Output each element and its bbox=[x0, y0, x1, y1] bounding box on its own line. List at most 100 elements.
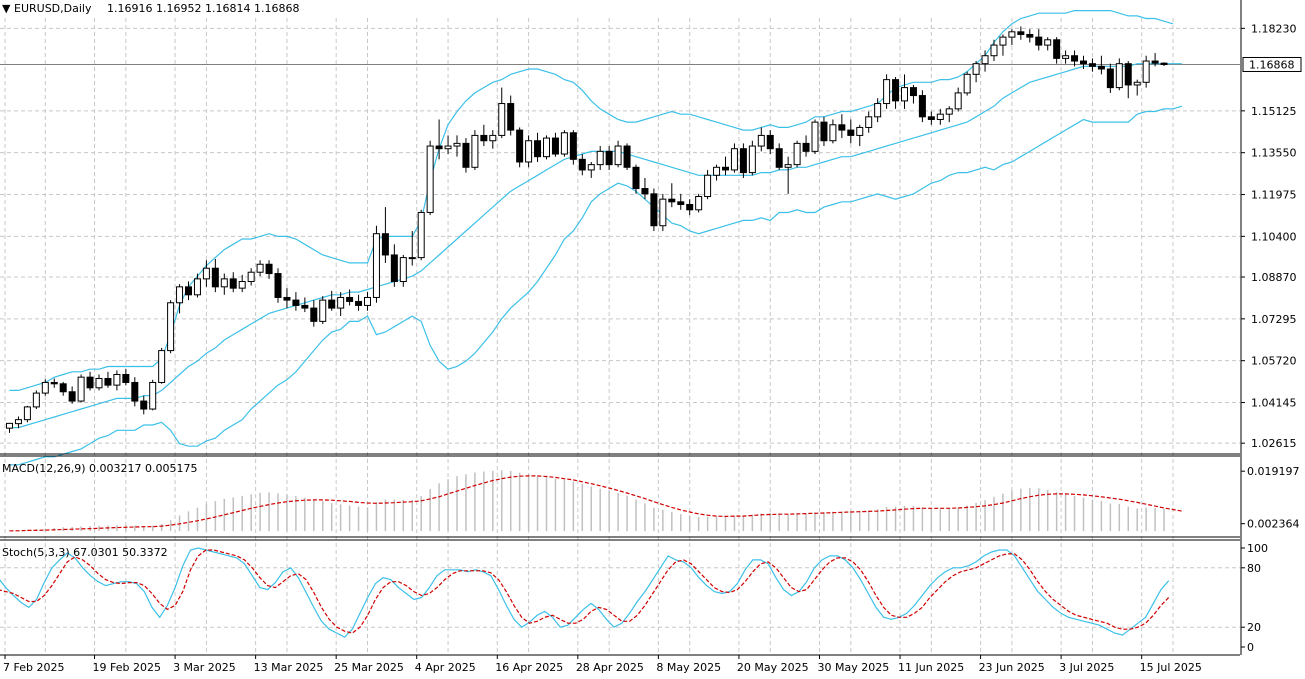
macd-pane[interactable] bbox=[8, 470, 1183, 532]
bear-candle bbox=[265, 263, 273, 275]
bull-candle bbox=[364, 296, 371, 306]
bear-candle bbox=[605, 150, 613, 166]
bear-candle bbox=[1097, 65, 1105, 70]
stoch-y-tick-label: 0 bbox=[1247, 641, 1254, 654]
bear-candle bbox=[766, 134, 774, 150]
bear-candle bbox=[820, 121, 828, 142]
stoch-signal-line bbox=[0, 549, 1170, 634]
y-tick-label: 1.18230 bbox=[1251, 22, 1297, 35]
bull-candle bbox=[972, 63, 980, 75]
bear-candle bbox=[722, 166, 729, 171]
y-tick-label: 1.02615 bbox=[1251, 437, 1297, 450]
bull-candle bbox=[220, 278, 228, 288]
bull-candle bbox=[41, 381, 49, 394]
bull-candle bbox=[202, 267, 210, 280]
y-tick-label: 1.13550 bbox=[1251, 147, 1297, 160]
bull-candle bbox=[32, 392, 40, 408]
bear-candle bbox=[1106, 68, 1114, 89]
bull-candle bbox=[444, 145, 452, 150]
x-tick-label: 3 Jul 2025 bbox=[1059, 661, 1114, 674]
y-tick-label: 1.04145 bbox=[1251, 397, 1297, 410]
macd-signal-line bbox=[9, 475, 1183, 532]
bear-candle bbox=[283, 296, 291, 301]
bear-candle bbox=[918, 95, 926, 118]
x-tick-label: 3 Mar 2025 bbox=[173, 661, 236, 674]
bull-candle bbox=[560, 132, 568, 155]
stoch-title: Stoch(5,3,3) 67.0301 50.3372 bbox=[2, 546, 168, 559]
bull-candle bbox=[614, 145, 622, 166]
bear-candle bbox=[211, 267, 219, 288]
bull-candle bbox=[543, 137, 550, 158]
price-pane[interactable] bbox=[6, 10, 1183, 466]
bull-candle bbox=[954, 92, 962, 110]
bear-candle bbox=[480, 134, 488, 142]
bear-candle bbox=[569, 132, 577, 160]
bull-candle bbox=[6, 422, 13, 429]
bear-candle bbox=[668, 198, 676, 203]
bear-candle bbox=[462, 142, 470, 168]
bull-candle bbox=[1115, 63, 1123, 89]
bear-candle bbox=[346, 296, 354, 302]
bear-candle bbox=[892, 79, 900, 102]
bear-candle bbox=[551, 137, 559, 155]
symbol-dropdown-icon[interactable]: ▼ bbox=[2, 2, 11, 15]
bull-candle bbox=[77, 376, 85, 402]
bull-candle bbox=[167, 302, 175, 352]
y-tick-label: 1.08870 bbox=[1251, 271, 1297, 284]
bear-candle bbox=[86, 376, 94, 389]
x-tick-label: 4 Apr 2025 bbox=[415, 661, 476, 674]
bull-candle bbox=[372, 233, 380, 298]
bear-candle bbox=[739, 148, 747, 174]
ohlc-values: 1.16916 1.16952 1.16814 1.16868 bbox=[107, 2, 299, 15]
bear-candle bbox=[131, 381, 139, 402]
bear-candle bbox=[140, 400, 148, 410]
bull-candle bbox=[23, 406, 31, 421]
bull-candle bbox=[498, 103, 506, 136]
bear-candle bbox=[328, 299, 336, 309]
stoch-y-tick-label: 20 bbox=[1247, 621, 1261, 634]
bull-candle bbox=[247, 271, 255, 283]
bear-candle bbox=[1071, 55, 1079, 62]
bear-candle bbox=[310, 307, 318, 322]
bull-candle bbox=[793, 142, 801, 166]
bear-candle bbox=[1088, 63, 1096, 67]
symbol-title[interactable]: EURUSD,Daily bbox=[14, 2, 92, 15]
bear-candle bbox=[1160, 62, 1168, 65]
bull-candle bbox=[999, 36, 1007, 46]
bear-candle bbox=[274, 273, 282, 298]
bear-candle bbox=[68, 391, 76, 402]
bear-candle bbox=[838, 124, 846, 131]
bull-candle bbox=[176, 286, 184, 304]
bull-candle bbox=[811, 121, 819, 152]
bear-candle bbox=[623, 145, 631, 168]
y-tick-label: 1.07295 bbox=[1251, 313, 1297, 326]
bull-candle bbox=[1044, 39, 1052, 46]
bull-candle bbox=[757, 134, 765, 147]
bull-candle bbox=[453, 142, 461, 147]
bull-candle bbox=[1008, 31, 1016, 38]
stoch-y-tick-label: 80 bbox=[1247, 562, 1261, 575]
bull-candle bbox=[945, 108, 953, 115]
bear-candle bbox=[355, 300, 363, 306]
bear-candle bbox=[909, 87, 917, 97]
bollinger-upper-band bbox=[9, 10, 1174, 391]
bear-candle bbox=[686, 203, 694, 211]
bear-candle bbox=[578, 158, 586, 171]
bull-candle bbox=[337, 296, 345, 309]
stoch-pane[interactable] bbox=[0, 547, 1170, 638]
chart-header: ▼ EURUSD,Daily 1.16916 1.16952 1.16814 1… bbox=[2, 2, 299, 15]
bear-candle bbox=[641, 188, 649, 195]
x-tick-label: 8 May 2025 bbox=[656, 661, 721, 674]
bull-candle bbox=[713, 166, 721, 176]
macd-title: MACD(12,26,9) 0.003217 0.005175 bbox=[2, 462, 198, 475]
bear-candle bbox=[435, 145, 443, 150]
bull-candle bbox=[158, 350, 166, 383]
bear-candle bbox=[104, 377, 112, 386]
bull-candle bbox=[936, 113, 944, 120]
bull-candle bbox=[856, 126, 864, 136]
bull-candle bbox=[748, 145, 756, 174]
bull-candle bbox=[1062, 55, 1070, 59]
bull-candle bbox=[399, 257, 407, 283]
